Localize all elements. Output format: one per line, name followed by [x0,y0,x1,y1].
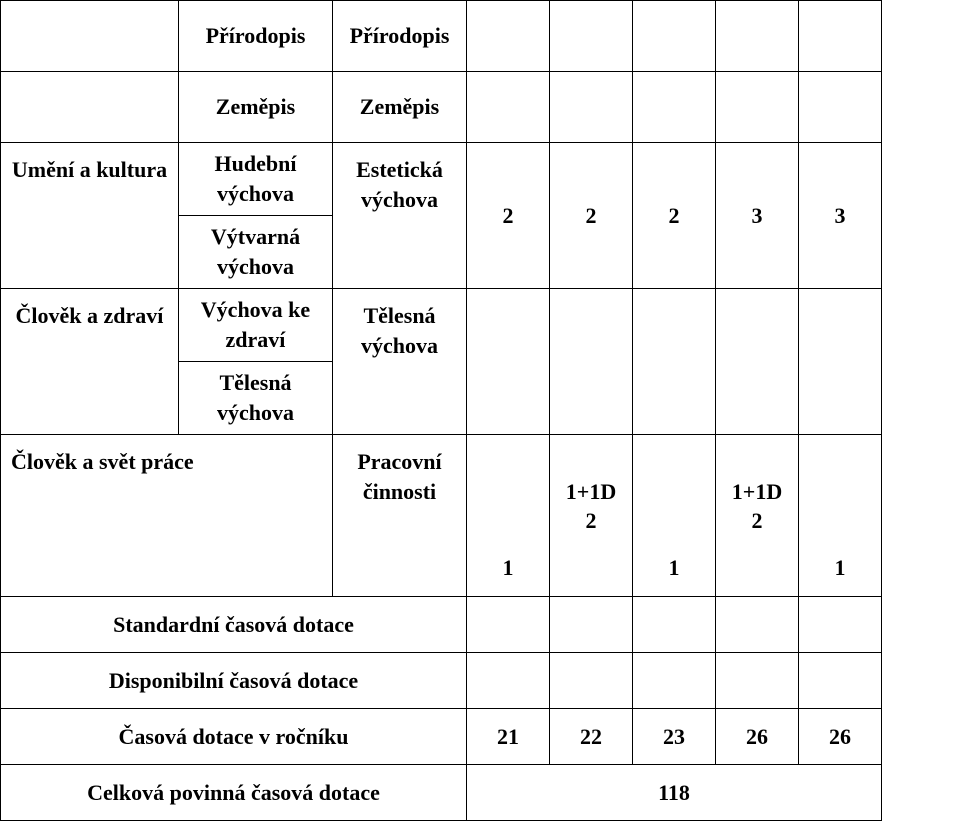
subject-cell: Zeměpis [333,72,467,143]
value-cell: 1+1D 2 [716,435,799,597]
subject-cell: Estetická výchova [333,143,467,289]
cell-empty [467,72,550,143]
area-cell: Umění a kultura [1,143,179,289]
value-cell: 2 [467,143,550,289]
cell-empty [716,289,799,435]
value-cell: 1 [633,435,716,597]
value-cell: 2 [633,143,716,289]
cell-empty [550,289,633,435]
cell-empty [799,653,882,709]
value-cell: 1+1D 2 [550,435,633,597]
cell-empty [633,72,716,143]
summary-label: Celková povinná časová dotace [1,765,467,821]
cell-empty [716,653,799,709]
cell-empty [467,1,550,72]
summary-label: Časová dotace v ročníku [1,709,467,765]
value-cell: 2 [550,143,633,289]
subject-cell: Zeměpis [179,72,333,143]
subject-cell: Tělesná výchova [333,289,467,435]
summary-label: Disponibilní časová dotace [1,653,467,709]
value-cell: 23 [633,709,716,765]
table-row: Umění a kultura Hudební výchova Estetick… [1,143,882,216]
page: Přírodopis Přírodopis Zeměpis Zeměpis Um… [0,0,959,814]
cell-empty [467,289,550,435]
area-cell: Člověk a svět práce [1,435,333,597]
subject-cell: Tělesná výchova [179,362,333,435]
cell-empty [799,72,882,143]
total-cell: 118 [467,765,882,821]
value-cell: 1 [799,435,882,597]
value-upper: 1+1D 2 [550,477,632,536]
value-cell: 26 [716,709,799,765]
cell-empty [633,653,716,709]
cell-empty [550,72,633,143]
cell-empty [633,289,716,435]
cell-empty [1,1,179,72]
subject-cell: Výtvarná výchova [179,216,333,289]
cell-empty [716,1,799,72]
cell-empty [716,597,799,653]
subject-cell: Výchova ke zdraví [179,289,333,362]
table-row: Celková povinná časová dotace 118 [1,765,882,821]
value-cell: 3 [716,143,799,289]
cell-empty [1,72,179,143]
cell-empty [467,653,550,709]
cell-empty [799,597,882,653]
cell-empty [633,1,716,72]
cell-empty [799,289,882,435]
cell-empty [467,597,550,653]
subject-cell: Přírodopis [333,1,467,72]
cell-empty [550,653,633,709]
value-cell: 22 [550,709,633,765]
subject-cell: Přírodopis [179,1,333,72]
curriculum-table: Přírodopis Přírodopis Zeměpis Zeměpis Um… [0,0,882,821]
value-cell: 21 [467,709,550,765]
table-row: Časová dotace v ročníku 21 22 23 26 26 [1,709,882,765]
summary-label: Standardní časová dotace [1,597,467,653]
value-cell: 3 [799,143,882,289]
cell-empty [716,72,799,143]
subject-cell: Hudební výchova [179,143,333,216]
cell-empty [799,1,882,72]
table-row: Standardní časová dotace [1,597,882,653]
table-row: Zeměpis Zeměpis [1,72,882,143]
value-upper: 1+1D 2 [716,477,798,536]
table-row: Přírodopis Přírodopis [1,1,882,72]
subject-cell: Pracovní činnosti [333,435,467,597]
table-row: Disponibilní časová dotace [1,653,882,709]
value-cell: 26 [799,709,882,765]
cell-empty [633,597,716,653]
table-row: Člověk a svět práce Pracovní činnosti 1 … [1,435,882,597]
table-row: Člověk a zdraví Výchova ke zdraví Tělesn… [1,289,882,362]
value-cell: 1 [467,435,550,597]
area-cell: Člověk a zdraví [1,289,179,435]
cell-empty [550,597,633,653]
cell-empty [550,1,633,72]
